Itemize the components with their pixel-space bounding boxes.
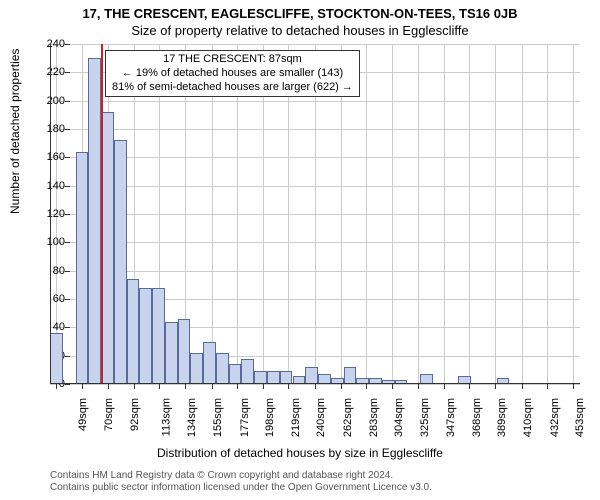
- x-tick-label: 389sqm: [497, 398, 509, 437]
- y-tick-label: 40: [53, 321, 65, 333]
- x-tick-label: 70sqm: [103, 398, 115, 431]
- y-axis-line: [50, 44, 51, 384]
- x-tick-label: 198sqm: [264, 398, 276, 437]
- y-tick-mark: [65, 214, 70, 215]
- chart-subtitle: Size of property relative to detached ho…: [0, 21, 600, 40]
- x-tick-label: 368sqm: [471, 398, 483, 437]
- chart-area: 17 THE CRESCENT: 87sqm ← 19% of detached…: [50, 44, 580, 384]
- y-tick-mark: [65, 129, 70, 130]
- y-tick-mark: [65, 299, 70, 300]
- annotation-line-2: ← 19% of detached houses are smaller (14…: [112, 67, 353, 81]
- annotation-line-3: 81% of semi-detached houses are larger (…: [112, 81, 353, 95]
- histogram-bar: [203, 342, 216, 385]
- y-tick-mark: [65, 384, 70, 385]
- x-tick-label: 49sqm: [77, 398, 89, 431]
- x-tick-mark: [108, 384, 109, 389]
- x-tick-label: 177sqm: [239, 398, 251, 437]
- x-tick-mark: [159, 384, 160, 389]
- x-tick-mark: [495, 384, 496, 389]
- gridline-v: [547, 44, 548, 384]
- footer-line-1: Contains HM Land Registry data © Crown c…: [50, 470, 432, 482]
- gridline-v: [495, 44, 496, 384]
- y-tick-mark: [65, 72, 70, 73]
- y-tick-mark: [65, 44, 70, 45]
- gridline-v: [418, 44, 419, 384]
- y-tick-mark: [65, 356, 70, 357]
- x-tick-label: 325sqm: [419, 398, 431, 437]
- y-tick-mark: [65, 186, 70, 187]
- x-tick-label: 347sqm: [445, 398, 457, 437]
- x-axis-line: [50, 383, 580, 384]
- histogram-bar: [178, 319, 191, 384]
- x-tick-label: 92sqm: [129, 398, 141, 431]
- x-tick-label: 262sqm: [342, 398, 354, 437]
- histogram-bar: [344, 367, 357, 384]
- histogram-bar: [114, 140, 127, 384]
- gridline-v: [366, 44, 367, 384]
- histogram-bar: [241, 359, 254, 385]
- x-tick-label: 155sqm: [212, 398, 224, 437]
- gridline-v: [444, 44, 445, 384]
- histogram-bar: [76, 152, 89, 384]
- x-tick-label: 113sqm: [160, 398, 172, 436]
- chart-title: 17, THE CRESCENT, EAGLESCLIFFE, STOCKTON…: [0, 0, 600, 21]
- x-tick-label: 283sqm: [368, 398, 380, 437]
- x-tick-mark: [547, 384, 548, 389]
- histogram-bar: [139, 288, 152, 384]
- x-tick-mark: [237, 384, 238, 389]
- x-tick-label: 432sqm: [549, 398, 561, 437]
- histogram-bar: [190, 353, 203, 384]
- x-tick-label: 410sqm: [522, 398, 534, 437]
- y-tick-mark: [65, 242, 70, 243]
- x-tick-mark: [469, 384, 470, 389]
- x-tick-mark: [573, 384, 574, 389]
- x-tick-label: 240sqm: [315, 398, 327, 437]
- gridline-v: [469, 44, 470, 384]
- y-tick-label: 80: [53, 265, 65, 277]
- x-tick-mark: [134, 384, 135, 389]
- x-tick-mark: [341, 384, 342, 389]
- y-tick-mark: [65, 157, 70, 158]
- annotation-box: 17 THE CRESCENT: 87sqm ← 19% of detached…: [105, 50, 360, 97]
- x-tick-mark: [522, 384, 523, 389]
- x-tick-mark: [315, 384, 316, 389]
- x-axis-label: Distribution of detached houses by size …: [0, 446, 600, 460]
- footer-line-2: Contains public sector information licen…: [50, 482, 432, 494]
- chart-container: 17, THE CRESCENT, EAGLESCLIFFE, STOCKTON…: [0, 0, 600, 500]
- reference-line: [101, 44, 103, 384]
- histogram-bar: [229, 364, 242, 384]
- histogram-bar: [127, 279, 140, 384]
- x-tick-mark: [56, 384, 57, 389]
- x-tick-mark: [418, 384, 419, 389]
- histogram-bar: [305, 367, 318, 384]
- y-tick-mark: [65, 327, 70, 328]
- x-tick-label: 304sqm: [393, 398, 405, 437]
- annotation-line-1: 17 THE CRESCENT: 87sqm: [112, 53, 353, 67]
- x-tick-label: 134sqm: [187, 398, 199, 437]
- x-tick-mark: [288, 384, 289, 389]
- x-tick-mark: [82, 384, 83, 389]
- x-tick-mark: [263, 384, 264, 389]
- x-tick-mark: [212, 384, 213, 389]
- x-tick-label: 453sqm: [574, 398, 586, 437]
- y-tick-label: 60: [53, 293, 65, 305]
- x-tick-mark: [185, 384, 186, 389]
- x-tick-label: 219sqm: [290, 398, 302, 437]
- gridline-v: [573, 44, 574, 384]
- x-tick-mark: [392, 384, 393, 389]
- histogram-bar: [165, 322, 178, 384]
- y-tick-mark: [65, 101, 70, 102]
- y-axis-label: Number of detached properties: [8, 49, 22, 214]
- histogram-bar: [88, 58, 101, 384]
- y-tick-mark: [65, 271, 70, 272]
- gridline-v: [522, 44, 523, 384]
- x-tick-mark: [366, 384, 367, 389]
- x-tick-mark: [444, 384, 445, 389]
- footer-attribution: Contains HM Land Registry data © Crown c…: [50, 470, 432, 494]
- histogram-bar: [152, 288, 165, 384]
- histogram-bar: [216, 353, 229, 384]
- histogram-bar: [50, 333, 63, 384]
- gridline-v: [392, 44, 393, 384]
